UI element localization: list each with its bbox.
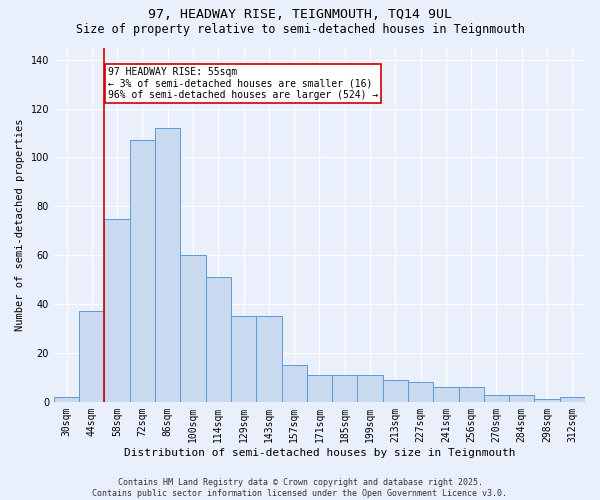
Bar (433, 387, 458, 402)
Bar (535, 400, 560, 402)
Bar (358, 375, 383, 402)
Bar (383, 380, 408, 402)
Bar (408, 382, 433, 402)
Text: Contains HM Land Registry data © Crown copyright and database right 2025.
Contai: Contains HM Land Registry data © Crown c… (92, 478, 508, 498)
Bar (155, 128, 181, 402)
Bar (560, 397, 585, 402)
Bar (54, 397, 79, 402)
Bar (130, 140, 155, 402)
Bar (509, 394, 535, 402)
Bar (181, 255, 206, 402)
Text: Size of property relative to semi-detached houses in Teignmouth: Size of property relative to semi-detach… (76, 22, 524, 36)
Bar (484, 394, 509, 402)
Bar (256, 316, 281, 402)
Bar (307, 375, 332, 402)
Text: 97 HEADWAY RISE: 55sqm
← 3% of semi-detached houses are smaller (16)
96% of semi: 97 HEADWAY RISE: 55sqm ← 3% of semi-deta… (108, 67, 379, 100)
Text: 97, HEADWAY RISE, TEIGNMOUTH, TQ14 9UL: 97, HEADWAY RISE, TEIGNMOUTH, TQ14 9UL (148, 8, 452, 20)
Bar (104, 218, 130, 402)
Y-axis label: Number of semi-detached properties: Number of semi-detached properties (15, 118, 25, 331)
Bar (458, 387, 484, 402)
Bar (281, 365, 307, 402)
X-axis label: Distribution of semi-detached houses by size in Teignmouth: Distribution of semi-detached houses by … (124, 448, 515, 458)
Bar (79, 312, 104, 402)
Bar (332, 375, 358, 402)
Bar (231, 316, 256, 402)
Bar (206, 277, 231, 402)
